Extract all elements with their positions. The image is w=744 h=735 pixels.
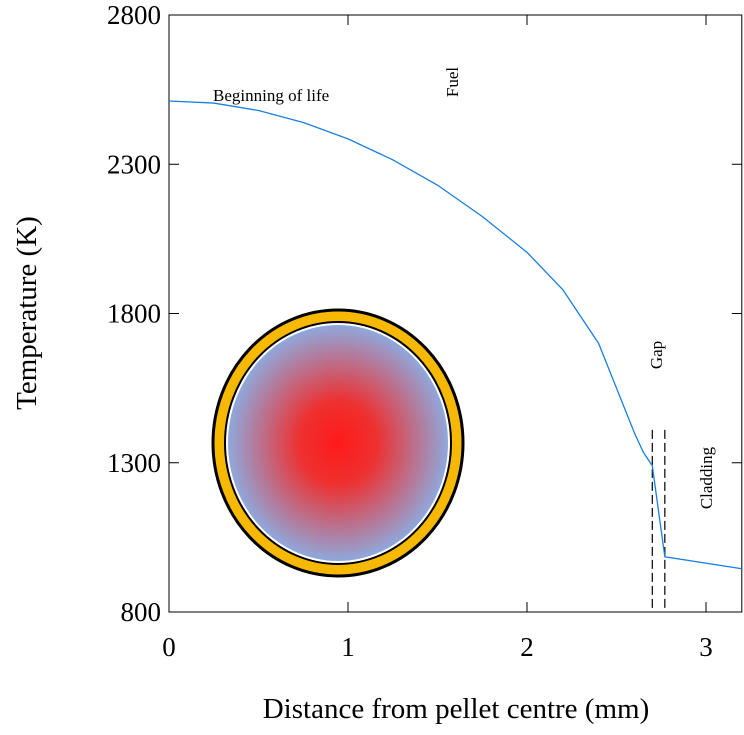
y-tick-label: 1300 xyxy=(107,448,161,478)
x-tick-label: 2 xyxy=(520,632,534,662)
pellet-illustration xyxy=(211,308,465,578)
annotation: Gap xyxy=(647,341,666,369)
annotation: Cladding xyxy=(697,446,716,509)
series-label: Beginning of life xyxy=(213,86,329,105)
y-axis-label: Temperature (K) xyxy=(11,216,43,410)
y-tick-label: 800 xyxy=(121,597,162,627)
x-tick-label: 0 xyxy=(162,632,176,662)
y-tick-label: 2300 xyxy=(107,149,161,179)
x-axis-label: Distance from pellet centre (mm) xyxy=(263,693,650,725)
data-line xyxy=(168,100,742,570)
annotation: Fuel xyxy=(443,67,462,98)
y-tick-label: 1800 xyxy=(107,299,161,329)
x-tick-label: 3 xyxy=(699,632,713,662)
y-tick-label: 2800 xyxy=(107,0,161,30)
x-tick-label: 1 xyxy=(341,632,355,662)
